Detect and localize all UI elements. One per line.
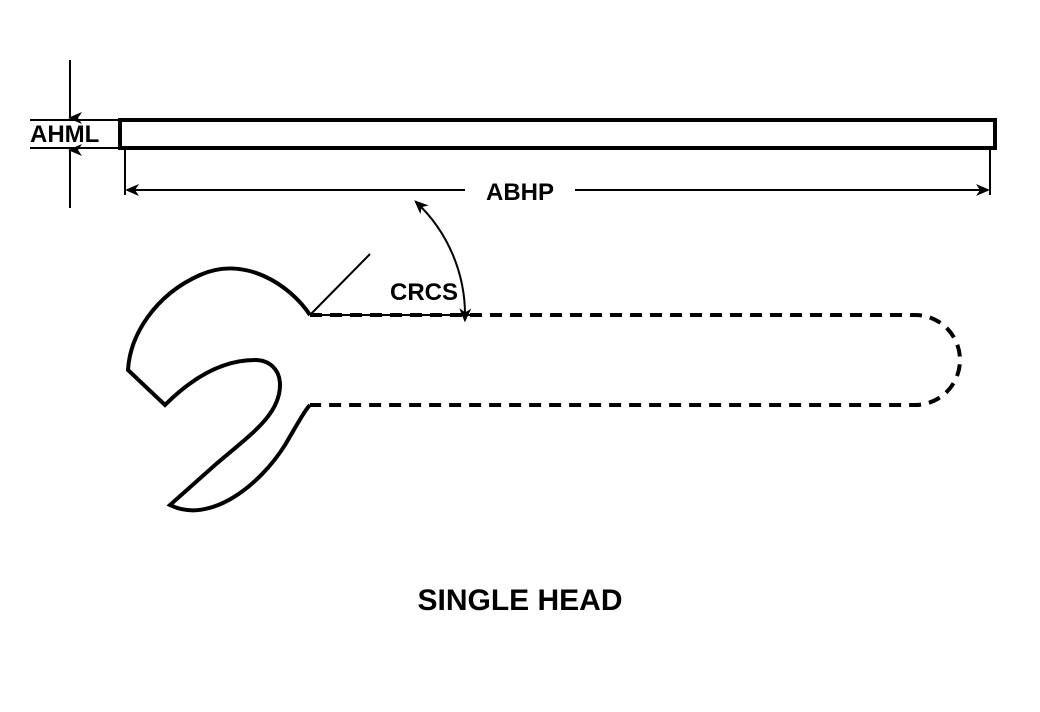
diagram-title: SINGLE HEAD <box>417 584 622 617</box>
abhp-label: ABHP <box>486 179 554 206</box>
wrench-top-view <box>128 269 960 511</box>
side-view-bar <box>120 120 995 148</box>
wrench-head <box>128 269 310 511</box>
dimension-ahml: AHML <box>30 60 120 208</box>
ahml-label: AHML <box>30 121 99 148</box>
crcs-label: CRCS <box>390 279 458 306</box>
dimension-abhp: ABHP <box>125 148 990 206</box>
wrench-diagram: AHML ABHP CRCS SINGLE HEAD <box>0 0 1040 712</box>
dimension-crcs: CRCS <box>310 202 480 321</box>
handle-outline <box>310 315 960 405</box>
